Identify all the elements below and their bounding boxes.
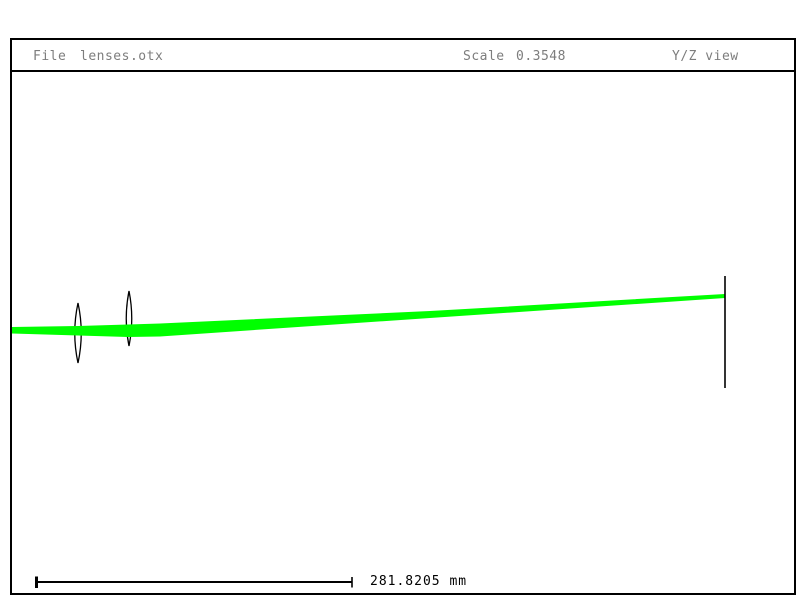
view-mode-label: Y/Z view [672,49,739,64]
ray-bundle [12,294,725,337]
file-name: lenses.otx [80,49,164,64]
header-separator [10,70,796,72]
scale-bar-left-tick [35,576,38,588]
scale-value: 0.3548 [516,49,566,64]
viewport-frame [10,38,796,595]
scale-bar [35,576,353,588]
lens-element-2 [125,290,133,347]
scale-label: Scale [463,49,505,64]
scale-bar-label: 281.8205 mm [370,574,468,589]
file-label: File [33,49,67,64]
